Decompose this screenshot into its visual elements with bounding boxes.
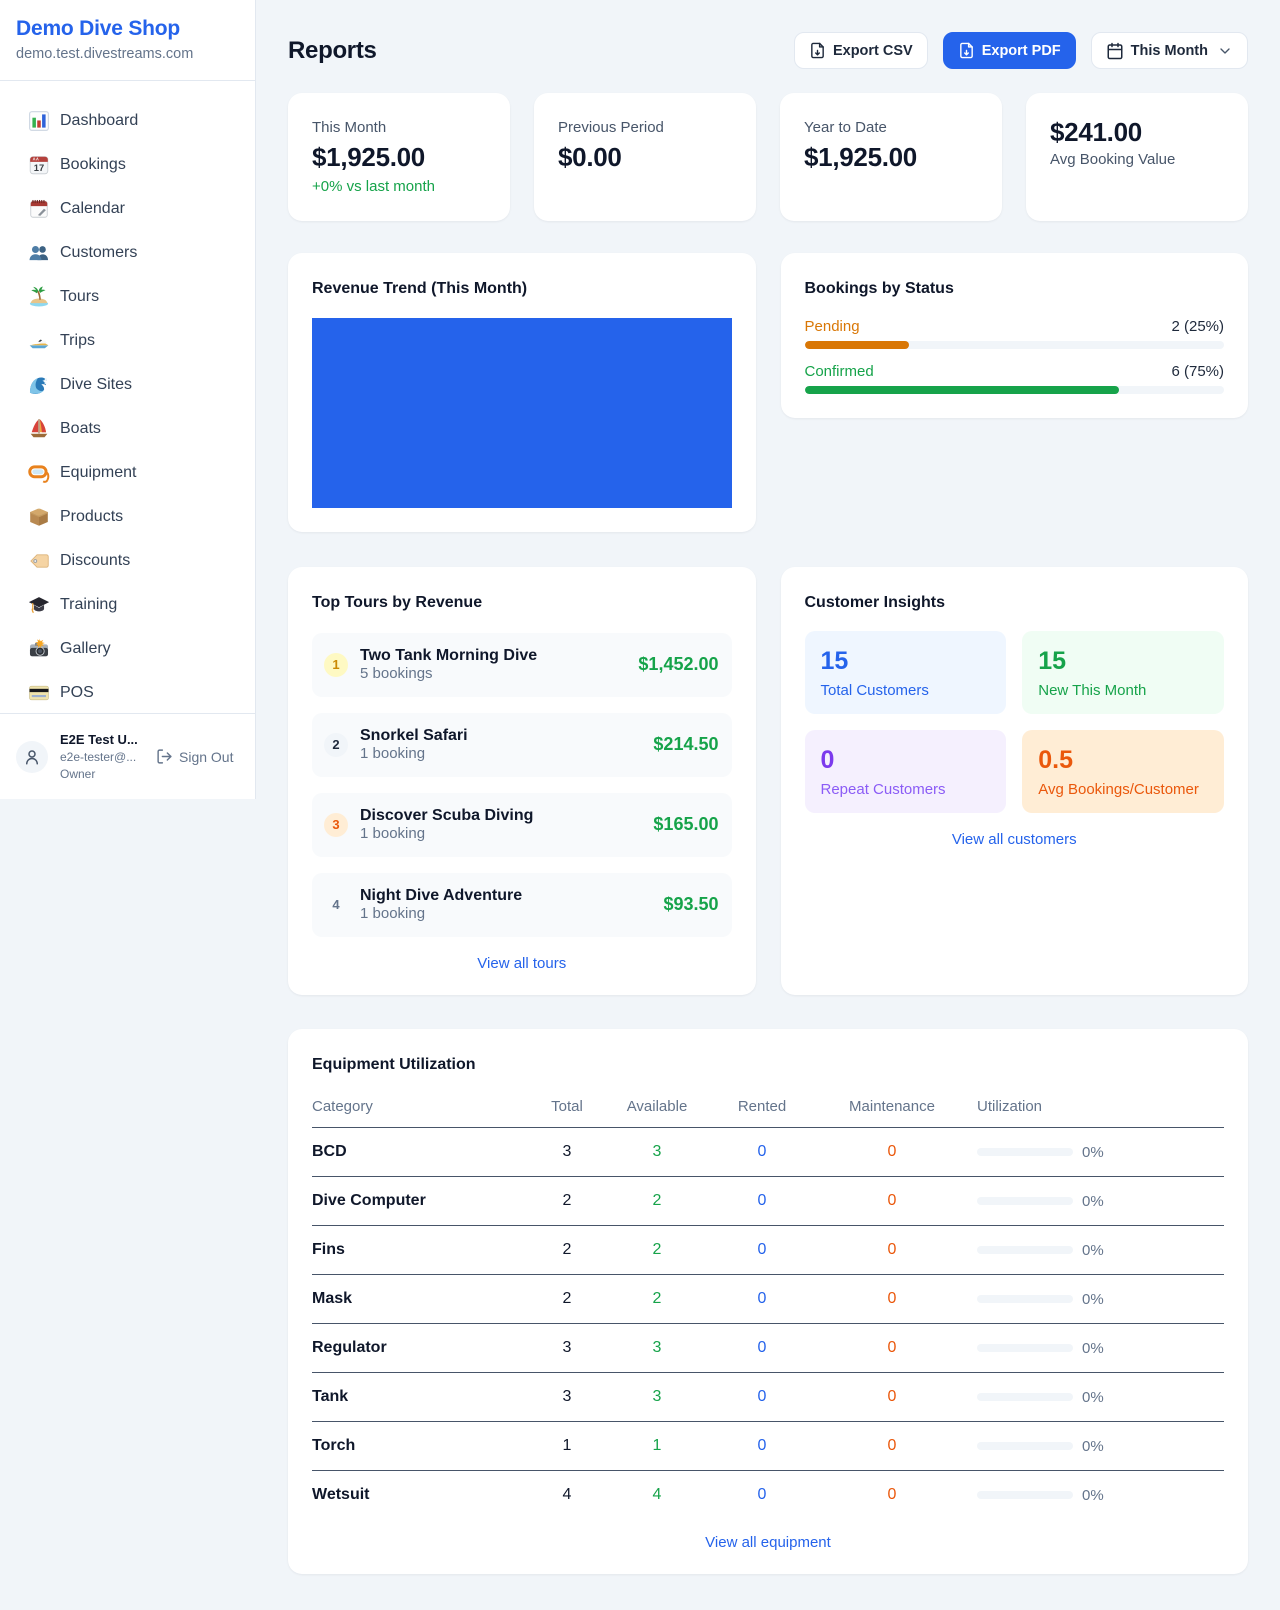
svg-text:17: 17 — [34, 163, 44, 173]
